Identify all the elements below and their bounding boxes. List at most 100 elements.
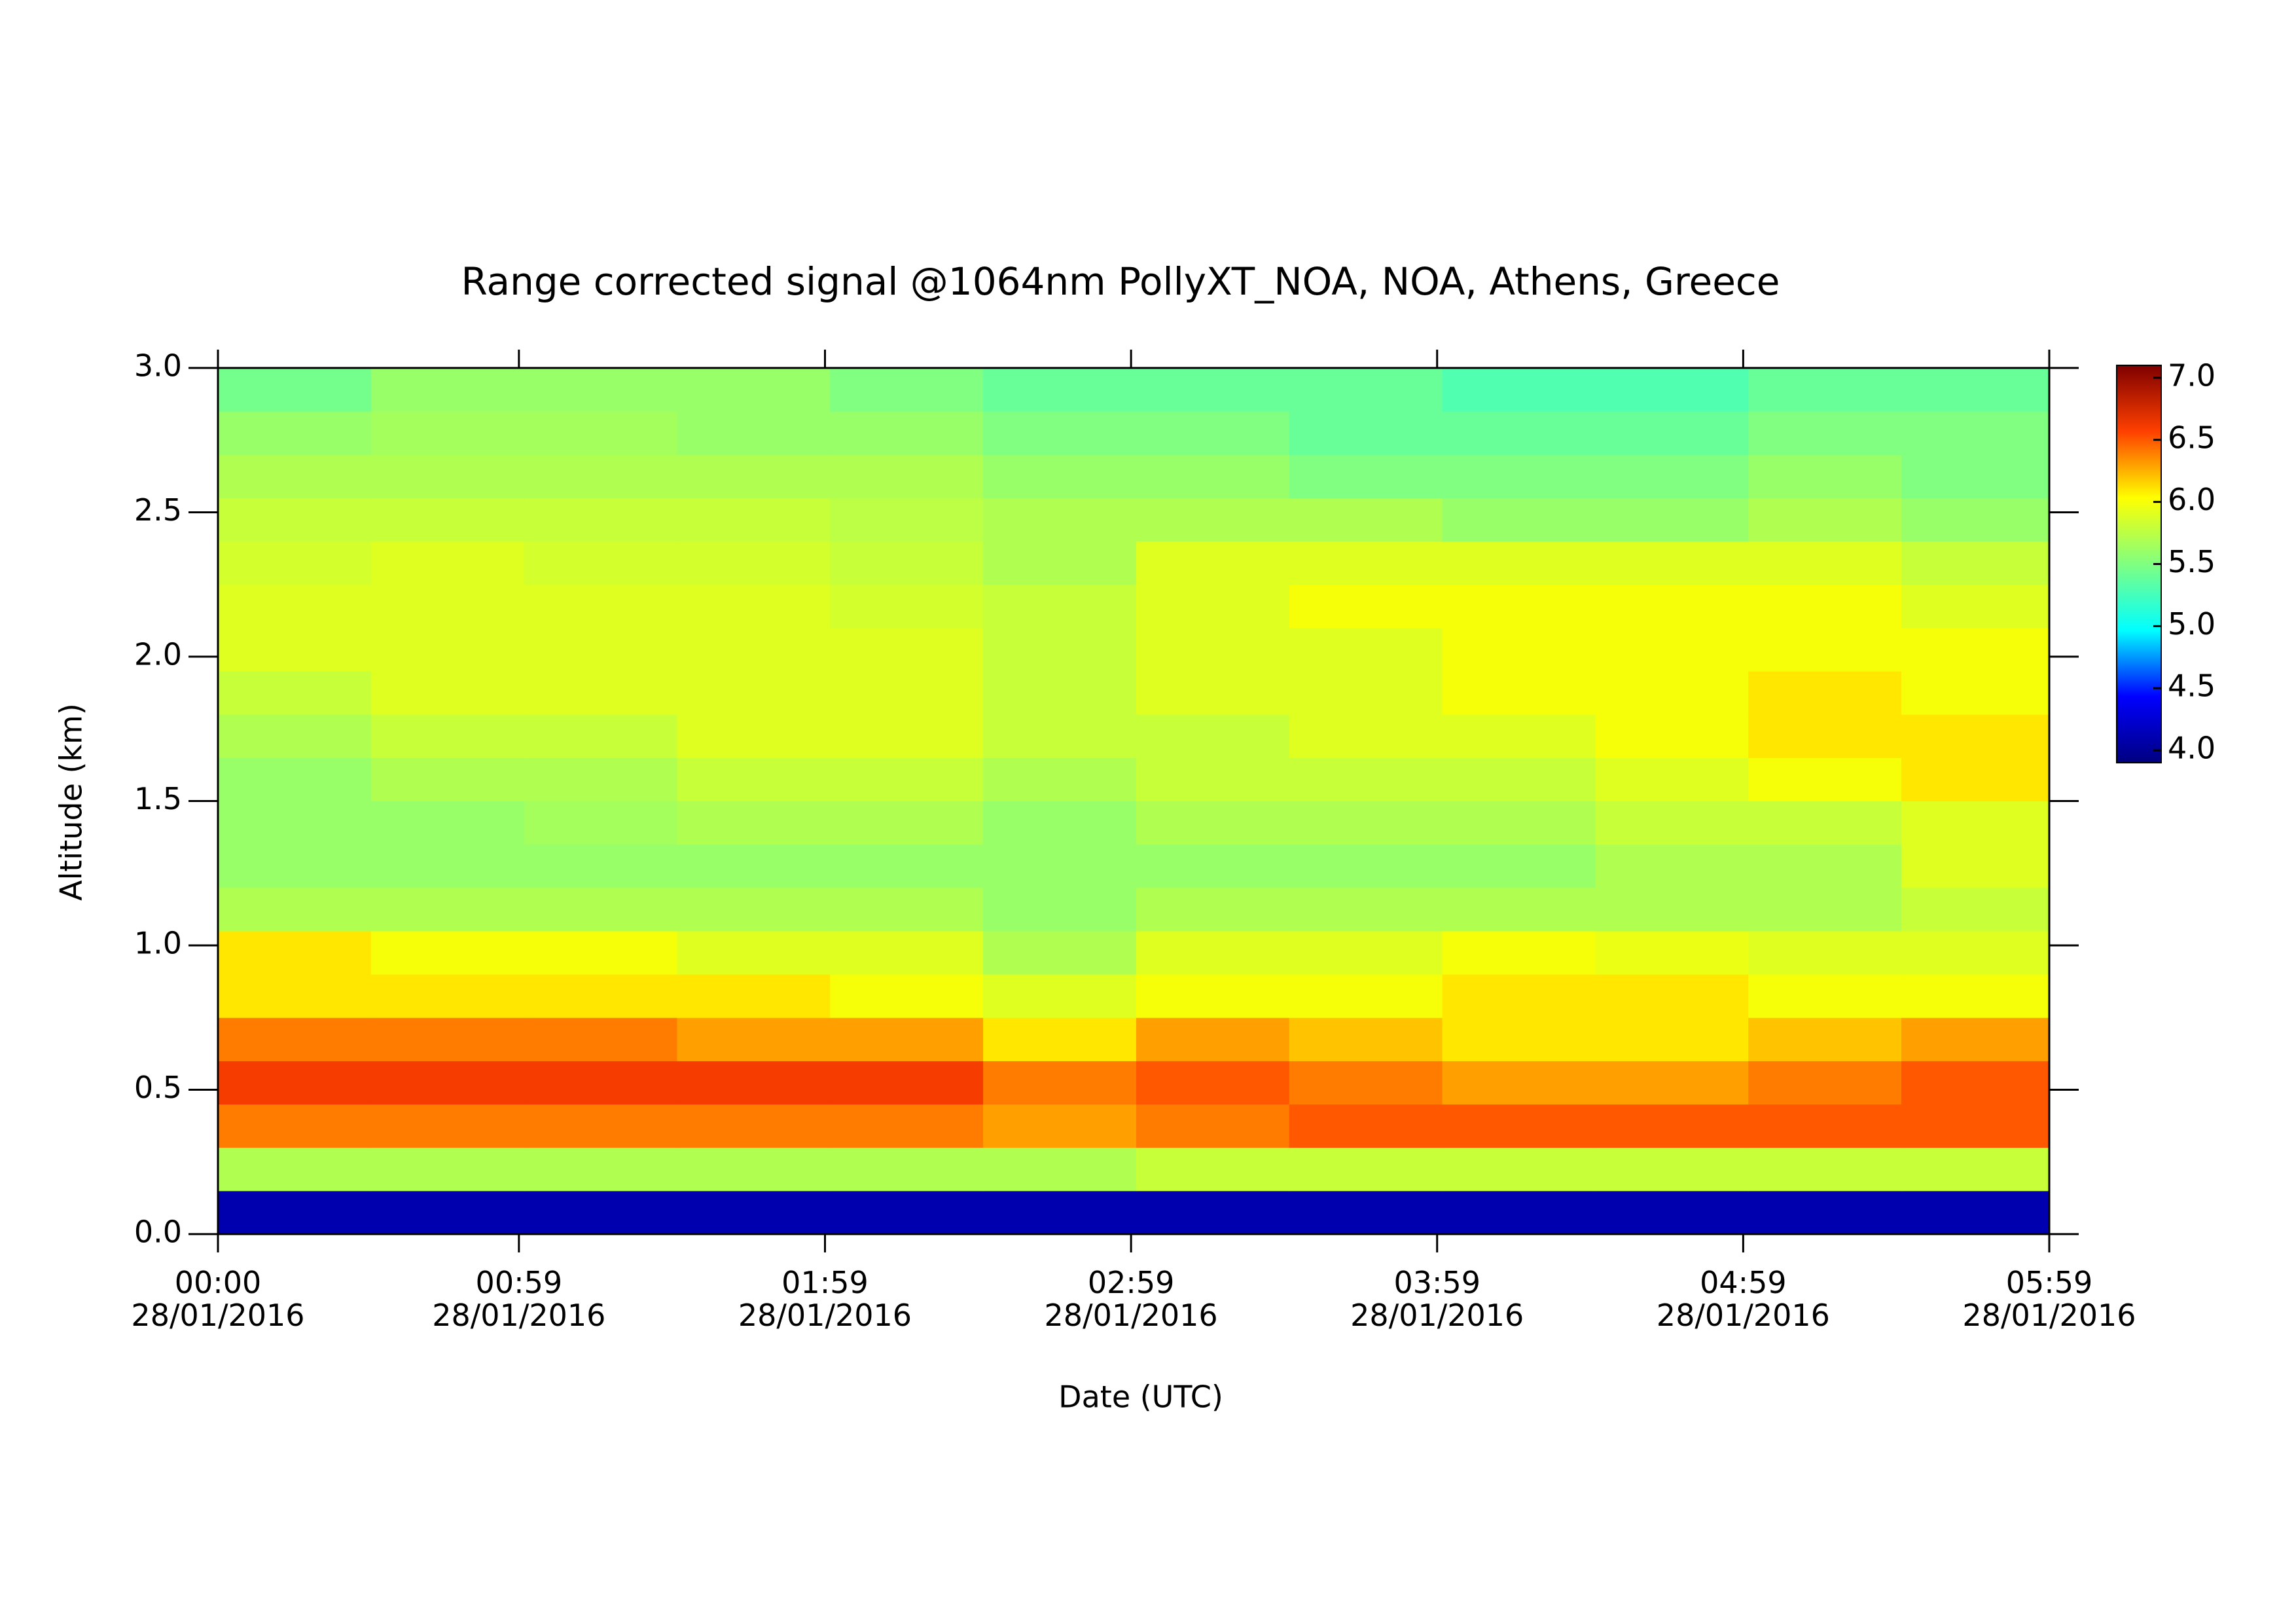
heatmap-cell (1901, 627, 2050, 672)
heatmap-cell (1901, 1147, 2050, 1192)
heatmap-cell (1595, 454, 1749, 498)
heatmap-cell (524, 930, 677, 975)
heatmap-cell (1442, 887, 1596, 932)
heatmap-cell (830, 498, 984, 542)
heatmap-cell (1595, 714, 1749, 758)
heatmap (218, 368, 2050, 1235)
heatmap-cell (218, 714, 372, 758)
heatmap-cell (218, 1190, 372, 1235)
heatmap-cell (1595, 584, 1749, 629)
heatmap-cell (677, 1017, 831, 1061)
heatmap-cell (524, 454, 677, 498)
heatmap-cell (830, 714, 984, 758)
heatmap-cell (983, 1017, 1137, 1061)
heatmap-cell (1595, 930, 1749, 975)
heatmap-cell (1442, 498, 1596, 542)
x-axis-label: Date (UTC) (1058, 1379, 1223, 1415)
heatmap-cell (1289, 1061, 1443, 1105)
heatmap-cell (830, 411, 984, 455)
heatmap-cell (1901, 1104, 2050, 1148)
heatmap-cell (218, 671, 372, 715)
heatmap-cell (830, 801, 984, 845)
heatmap-cell (983, 584, 1137, 629)
heatmap-cell (370, 498, 525, 542)
heatmap-cell (1289, 671, 1443, 715)
heatmap-cell (524, 887, 677, 932)
heatmap-cell (983, 1147, 1137, 1192)
y-tick-label: 1.0 (134, 926, 182, 961)
heatmap-cell (1136, 930, 1290, 975)
heatmap-cell (1289, 498, 1443, 542)
heatmap-cell (370, 1017, 525, 1061)
heatmap-cell (830, 627, 984, 672)
heatmap-cell (1901, 887, 2050, 932)
colorbar-tick-label: 7.0 (2168, 357, 2215, 393)
heatmap-cell (1748, 714, 1902, 758)
heatmap-cell (1289, 757, 1443, 801)
heatmap-cell (370, 714, 525, 758)
heatmap-cell (983, 368, 1137, 412)
heatmap-cell (677, 411, 831, 455)
heatmap-cell (1442, 844, 1596, 888)
heatmap-cell (677, 887, 831, 932)
heatmap-cell (1442, 411, 1596, 455)
heatmap-cell (677, 1190, 831, 1235)
heatmap-cell (1901, 368, 2050, 412)
heatmap-cell (1289, 1104, 1443, 1148)
heatmap-cell (1136, 498, 1290, 542)
heatmap-cell (983, 454, 1137, 498)
y-axis-label: Altitude (km) (54, 703, 89, 901)
heatmap-cell (677, 930, 831, 975)
heatmap-cell (677, 1061, 831, 1105)
heatmap-cell (1748, 368, 1902, 412)
heatmap-cell (218, 801, 372, 845)
heatmap-cell (1748, 974, 1902, 1018)
heatmap-cell (830, 930, 984, 975)
heatmap-cell (1595, 1061, 1749, 1105)
heatmap-cell (1595, 844, 1749, 888)
x-tick-label-line: 28/01/2016 (1657, 1298, 1830, 1333)
heatmap-cell (1748, 1147, 1902, 1192)
x-tick-label: 04:59 28/01/2016 (1657, 1265, 1830, 1333)
x-tick-label-line: 28/01/2016 (1350, 1298, 1524, 1333)
heatmap-cell (1289, 411, 1443, 455)
heatmap-cell (1289, 454, 1443, 498)
heatmap-cell (1442, 1147, 1596, 1192)
heatmap-cell (524, 541, 677, 585)
heatmap-cell (1442, 757, 1596, 801)
y-tick-label: 1.5 (134, 781, 182, 816)
heatmap-cell (370, 974, 525, 1018)
heatmap-cell (1748, 801, 1902, 845)
heatmap-cell (1748, 1190, 1902, 1235)
heatmap-cell (983, 1190, 1137, 1235)
y-tick-label: 2.5 (134, 492, 182, 528)
heatmap-cell (830, 844, 984, 888)
heatmap-cell (1595, 757, 1749, 801)
heatmap-cell (370, 801, 525, 845)
heatmap-cell (370, 930, 525, 975)
chart-title: Range corrected signal @1064nm PollyXT_N… (461, 259, 1780, 304)
x-tick-label-line: 28/01/2016 (1045, 1298, 1218, 1333)
heatmap-cell (1136, 1061, 1290, 1105)
heatmap-cell (830, 541, 984, 585)
heatmap-cell (1289, 974, 1443, 1018)
heatmap-cell (1595, 368, 1749, 412)
heatmap-cell (983, 541, 1137, 585)
heatmap-cell (1748, 411, 1902, 455)
colorbar-tick-label: 6.5 (2168, 420, 2215, 455)
heatmap-cell (1442, 1104, 1596, 1148)
heatmap-cell (1289, 1147, 1443, 1192)
heatmap-cell (1136, 887, 1290, 932)
heatmap-cell (1136, 714, 1290, 758)
heatmap-cell (983, 930, 1137, 975)
heatmap-cell (1595, 627, 1749, 672)
x-tick-label: 03:59 28/01/2016 (1350, 1265, 1524, 1333)
heatmap-cell (1442, 1190, 1596, 1235)
heatmap-cell (983, 411, 1137, 455)
heatmap-cell (1136, 1017, 1290, 1061)
heatmap-cell (1595, 671, 1749, 715)
heatmap-cell (524, 671, 677, 715)
heatmap-cell (524, 368, 677, 412)
heatmap-cell (218, 844, 372, 888)
heatmap-cell (983, 671, 1137, 715)
